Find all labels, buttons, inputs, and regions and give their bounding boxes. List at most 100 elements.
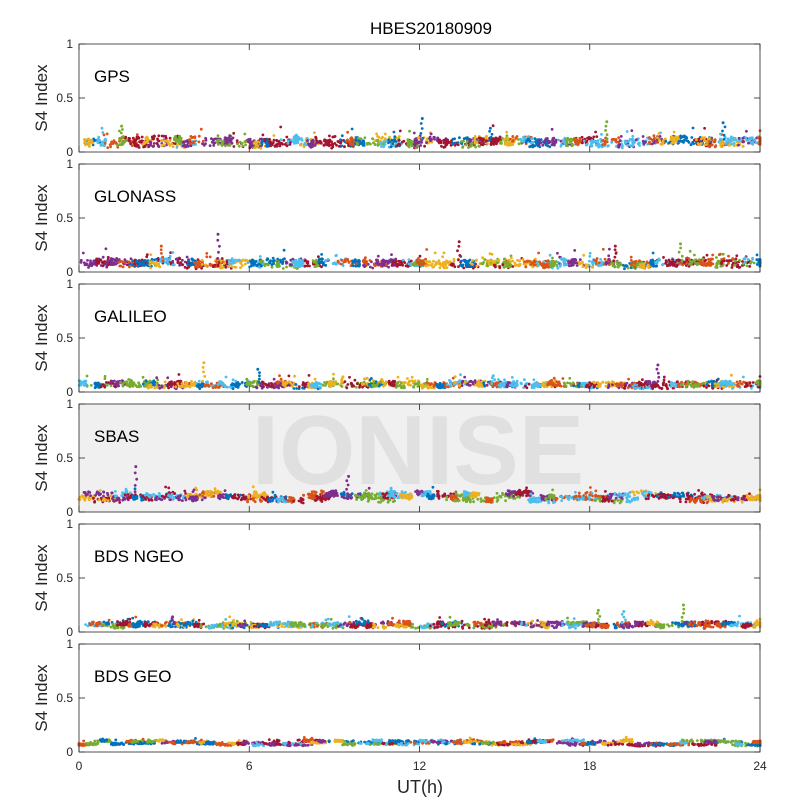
scatter-point <box>169 251 173 255</box>
scatter-point <box>285 265 288 269</box>
scatter-point <box>278 374 281 378</box>
scatter-point <box>630 263 633 266</box>
scatter-point <box>168 136 172 140</box>
scatter-point <box>157 139 161 143</box>
scatter-point <box>452 257 456 261</box>
scatter-point <box>249 260 252 263</box>
scatter-point <box>371 266 375 270</box>
scatter-point <box>413 141 417 145</box>
scatter-point <box>505 143 509 147</box>
scatter-point <box>564 144 568 148</box>
scatter-point <box>174 385 178 389</box>
scatter-point <box>371 383 374 387</box>
scatter-point <box>390 138 394 142</box>
scatter-point <box>516 138 520 141</box>
scatter-point <box>88 264 91 267</box>
scatter-point <box>581 381 584 385</box>
scatter-point <box>527 382 531 386</box>
scatter-point <box>604 260 608 264</box>
scatter-point <box>479 143 483 146</box>
scatter-point <box>747 141 750 145</box>
scatter-point <box>376 258 379 262</box>
scatter-point <box>716 261 719 265</box>
panel-background <box>79 164 760 272</box>
scatter-point <box>114 141 118 145</box>
scatter-point <box>376 382 379 386</box>
scatter-point <box>297 385 301 389</box>
scatter-point <box>230 257 234 260</box>
scatter-point <box>511 143 515 146</box>
scatter-point <box>120 124 124 128</box>
scatter-point <box>588 259 591 263</box>
scatter-point <box>737 143 740 147</box>
scatter-point <box>457 240 461 244</box>
scatter-point <box>409 139 413 143</box>
scatter-point <box>85 384 89 388</box>
scatter-point <box>171 145 175 149</box>
scatter-point <box>420 117 424 120</box>
scatter-point <box>560 143 563 146</box>
scatter-point <box>397 135 401 138</box>
scatter-point <box>314 385 318 388</box>
scatter-point <box>563 263 566 267</box>
scatter-point <box>194 142 198 146</box>
scatter-point <box>488 138 492 142</box>
scatter-point <box>185 255 189 259</box>
scatter-point <box>241 258 245 262</box>
scatter-point <box>337 144 341 148</box>
scatter-point <box>605 133 609 137</box>
scatter-point <box>563 142 567 146</box>
scatter-point <box>596 139 600 143</box>
scatter-point <box>439 139 443 143</box>
scatter-point <box>551 142 555 146</box>
scatter-point <box>204 138 208 142</box>
scatter-point <box>578 136 582 140</box>
scatter-point <box>389 258 393 261</box>
scatter-point <box>204 142 207 146</box>
scatter-point <box>503 138 506 142</box>
scatter-point <box>539 141 543 145</box>
scatter-point <box>175 138 179 141</box>
scatter-point <box>334 380 338 383</box>
scatter-point <box>220 144 224 147</box>
scatter-point <box>408 379 412 383</box>
scatter-point <box>83 261 86 265</box>
scatter-point <box>336 259 340 263</box>
scatter-point <box>100 143 104 147</box>
scatter-point <box>127 260 131 264</box>
scatter-point <box>382 263 386 266</box>
scatter-point <box>611 383 614 387</box>
scatter-point <box>541 382 545 386</box>
scatter-point <box>687 141 691 144</box>
scatter-point <box>523 260 526 264</box>
scatter-point <box>686 379 690 383</box>
scatter-point <box>163 380 167 384</box>
scatter-point <box>124 138 127 142</box>
scatter-point <box>468 384 472 387</box>
scatter-point <box>517 142 521 146</box>
scatter-point <box>95 262 98 266</box>
scatter-point <box>141 382 145 386</box>
scatter-point <box>184 380 188 384</box>
scatter-point <box>265 143 269 147</box>
scatter-point <box>393 135 397 139</box>
scatter-point <box>144 140 148 144</box>
scatter-point <box>500 136 504 140</box>
y-axis-label: S4 Index <box>32 184 51 252</box>
scatter-point <box>673 260 677 264</box>
scatter-point <box>511 259 515 263</box>
scatter-point <box>269 141 273 145</box>
panel-label: GLONASS <box>94 187 176 206</box>
scatter-point <box>629 255 633 259</box>
scatter-point <box>160 384 164 388</box>
scatter-point <box>407 140 411 144</box>
scatter-point <box>719 264 723 268</box>
scatter-point <box>343 258 347 262</box>
scatter-point <box>365 142 369 145</box>
scatter-point <box>200 263 204 266</box>
scatter-point <box>279 138 283 142</box>
scatter-point <box>209 263 212 267</box>
scatter-point <box>387 138 390 142</box>
